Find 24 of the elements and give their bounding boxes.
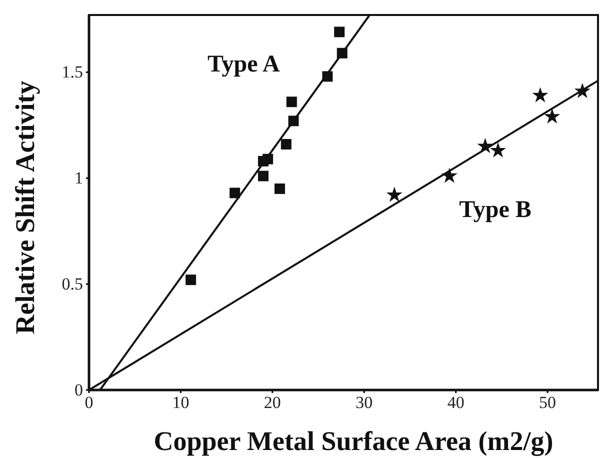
x-axis-title: Copper Metal Surface Area (m2/g)	[154, 426, 554, 456]
x-tick-label: 30	[356, 393, 373, 412]
y-tick-label: 1.5	[62, 62, 83, 82]
point	[334, 26, 345, 38]
y-tick-label: 1	[74, 168, 83, 188]
y-axis-title: Relative Shift Activity	[10, 80, 40, 334]
point	[286, 96, 297, 108]
x-tick-label: 20	[264, 393, 281, 412]
point	[186, 274, 196, 286]
series-label: Type B	[459, 196, 532, 223]
y-tick-label: 0	[74, 380, 83, 400]
x-tick-label: 50	[539, 393, 556, 412]
point	[490, 142, 506, 158]
x-tick-label: 10	[172, 393, 190, 412]
y-tick-label: 0.5	[62, 274, 83, 294]
point	[386, 186, 402, 202]
point	[280, 138, 292, 150]
point	[274, 183, 286, 194]
point	[544, 108, 560, 124]
series-label: Type A	[208, 52, 280, 78]
point	[532, 87, 548, 102]
point	[258, 170, 268, 182]
point	[230, 188, 240, 198]
x-tick-label: 40	[447, 393, 464, 412]
